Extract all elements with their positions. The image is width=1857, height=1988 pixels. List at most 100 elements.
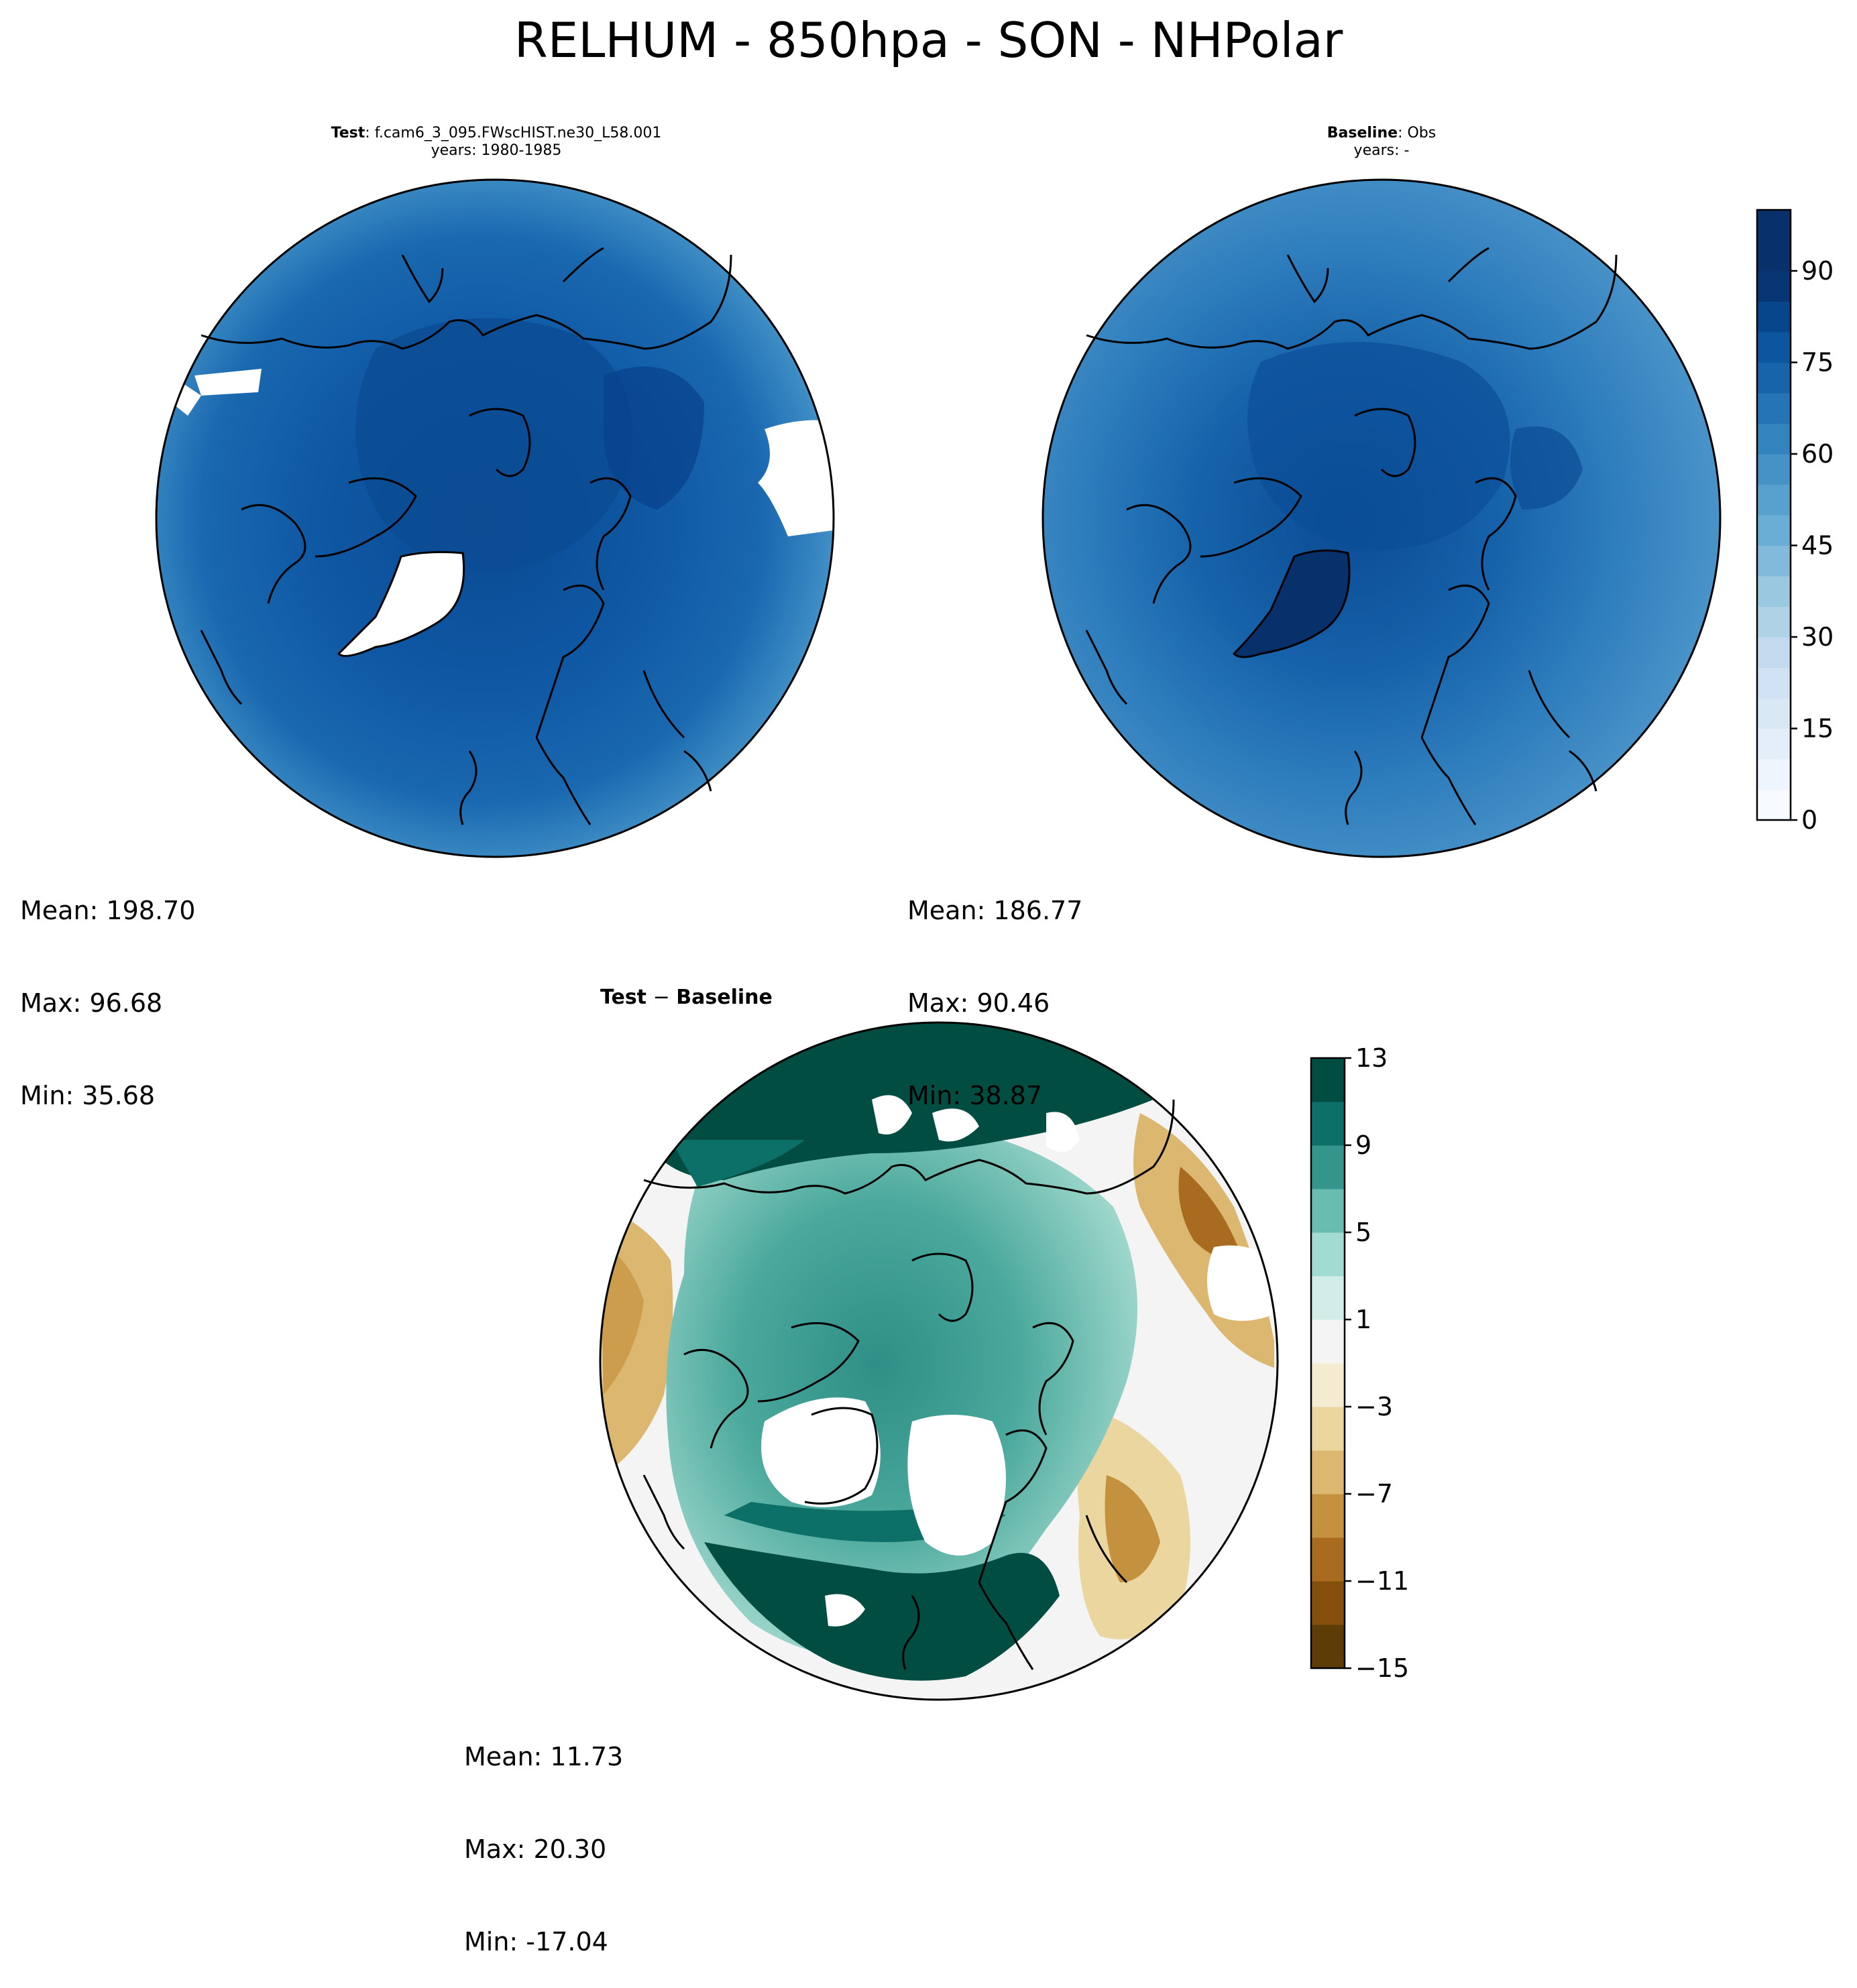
diff-missing-area xyxy=(825,1594,865,1627)
blues-colorbar-segment xyxy=(1757,698,1791,729)
baseline-panel-title: Baseline: Obs years: - xyxy=(1214,125,1549,160)
blues-colorbar-tick-label: 30 xyxy=(1801,622,1834,652)
diff-map-boundary xyxy=(599,1021,1279,1701)
blues-colorbar-segment xyxy=(1757,789,1791,821)
test-contour-blob xyxy=(604,366,704,510)
test-panel-title: Test: f.cam6_3_095.FWscHIST.ne30_L58.001… xyxy=(255,125,738,160)
blues-colorbar-tick-label: 0 xyxy=(1801,805,1817,835)
diff-colorbar-tick-label: −3 xyxy=(1355,1392,1393,1421)
test-map-boundary xyxy=(155,178,835,858)
test-greenland xyxy=(337,550,465,657)
diff-colorbar-segment xyxy=(1311,1537,1345,1582)
diff-colorbar-tick-label: 13 xyxy=(1355,1043,1388,1073)
baseline-max: Max: 90.46 xyxy=(907,988,1050,1018)
blues-colorbar-segment xyxy=(1757,393,1791,424)
baseline-map-boundary xyxy=(1042,178,1722,858)
baseline-case-name: : Obs xyxy=(1398,125,1437,141)
blues-colorbar: 0 15 30 45 60 75 90 xyxy=(1756,209,1834,835)
diff-missing-area xyxy=(1046,1112,1080,1152)
diff-colorbar-segment xyxy=(1311,1320,1345,1364)
test-min: Min: 35.68 xyxy=(20,1081,156,1110)
diff-label-baseline: Baseline xyxy=(676,986,773,1009)
baseline-years: years: - xyxy=(1353,142,1410,159)
blues-colorbar-tick-label: 75 xyxy=(1801,348,1834,377)
diff-missing-area xyxy=(1207,1245,1274,1321)
blues-colorbar-segment xyxy=(1757,576,1791,607)
blues-colorbar-tick-label: 90 xyxy=(1801,256,1834,286)
blues-colorbar-segment xyxy=(1757,332,1791,363)
diff-min: Min: -17.04 xyxy=(464,1927,608,1956)
baseline-contour-blob xyxy=(1247,342,1510,550)
diff-colorbar-segment xyxy=(1311,1232,1345,1277)
blues-colorbar-segment xyxy=(1757,362,1791,394)
baseline-label: Baseline xyxy=(1327,125,1398,141)
baseline-coastlines xyxy=(1085,247,1618,825)
blues-colorbar-segment xyxy=(1757,637,1791,668)
diff-positive-area xyxy=(671,1140,805,1187)
test-mean: Mean: 198.70 xyxy=(20,896,196,925)
blues-colorbar-segment xyxy=(1757,515,1791,546)
diff-label-test: Test xyxy=(600,986,647,1009)
diff-colorbar-tick-label: 5 xyxy=(1355,1218,1371,1247)
diff-missing-area xyxy=(907,1415,1006,1556)
baseline-contour-blob xyxy=(1510,426,1583,510)
diff-map xyxy=(599,1021,1279,1701)
test-case-name: : f.cam6_3_095.FWscHIST.ne30_L58.001 xyxy=(365,125,662,141)
figure-canvas: 0 15 30 45 60 75 90 13 9 5 1 −3 −7 −11 −15 xyxy=(155,178,1834,1701)
test-stats: Mean: 198.70 Max: 96.68 Min: 35.68 xyxy=(20,833,195,1142)
blues-colorbar-frame xyxy=(1756,209,1792,821)
diff-missing-area xyxy=(932,1108,979,1142)
diff-colorbar-segment xyxy=(1311,1494,1345,1538)
diff-missing-area xyxy=(872,1095,912,1134)
blues-colorbar-segment xyxy=(1757,423,1791,455)
diff-colorbar-segment xyxy=(1311,1058,1345,1102)
diff-missing-area xyxy=(761,1397,881,1507)
baseline-greenland xyxy=(1232,549,1351,658)
baseline-map xyxy=(1042,178,1722,858)
diff-stats: Mean: 11.73 Max: 20.30 Min: -17.04 xyxy=(464,1680,623,1988)
baseline-stats: Mean: 186.77 Max: 90.46 Min: 38.87 xyxy=(907,833,1082,1142)
blues-colorbar-segment xyxy=(1757,759,1791,790)
figure-title: RELHUM - 850hpa - SON - NHPolar xyxy=(514,12,1343,68)
test-coastlines xyxy=(200,247,732,825)
baseline-mean: Mean: 186.77 xyxy=(907,896,1083,925)
diff-colorbar-segment xyxy=(1311,1581,1345,1625)
blues-colorbar-tick-label: 15 xyxy=(1801,714,1834,744)
baseline-min: Min: 38.87 xyxy=(907,1081,1043,1110)
diff-colorbar-segment xyxy=(1311,1102,1345,1146)
test-missing-area xyxy=(194,369,262,396)
blues-colorbar-segment xyxy=(1757,240,1791,272)
diff-max: Max: 20.30 xyxy=(464,1834,607,1864)
blues-colorbar-segment xyxy=(1757,301,1791,333)
test-missing-area xyxy=(758,420,834,536)
diff-colorbar-frame xyxy=(1310,1057,1346,1670)
diff-colorbar-tick-label: 1 xyxy=(1355,1305,1371,1334)
test-max: Max: 96.68 xyxy=(20,988,163,1018)
diff-colorbar-tick-label: −15 xyxy=(1355,1653,1409,1683)
blues-colorbar-segment xyxy=(1757,667,1791,699)
diff-negative-area xyxy=(1105,1475,1160,1582)
diff-negative-area xyxy=(1178,1167,1241,1259)
diff-colorbar: 13 9 5 1 −3 −7 −11 −15 xyxy=(1310,1043,1409,1683)
test-map xyxy=(155,178,835,858)
diff-panel-title: Test − Baseline xyxy=(600,986,773,1009)
blues-colorbar-tick-label: 45 xyxy=(1801,531,1834,561)
blues-colorbar-segment xyxy=(1757,545,1791,577)
diff-colorbar-segment xyxy=(1311,1363,1345,1407)
diff-colorbar-segment xyxy=(1311,1450,1345,1495)
diff-colorbar-segment xyxy=(1311,1276,1345,1320)
blues-colorbar-segment xyxy=(1757,210,1791,241)
blues-colorbar-segment xyxy=(1757,728,1791,760)
blues-colorbar-segment xyxy=(1757,606,1791,638)
diff-positive-area xyxy=(704,1542,1060,1681)
diff-coastlines xyxy=(642,1099,1175,1670)
blues-colorbar-segment xyxy=(1757,454,1791,485)
diff-label-sep: − xyxy=(646,986,677,1009)
test-years: years: 1980-1985 xyxy=(431,142,562,159)
diff-colorbar-segment xyxy=(1311,1407,1345,1451)
diff-colorbar-segment xyxy=(1311,1145,1345,1189)
diff-colorbar-segment xyxy=(1311,1189,1345,1233)
test-contour-blob xyxy=(355,318,633,571)
diff-colorbar-tick-label: −11 xyxy=(1355,1566,1409,1596)
diff-colorbar-tick-label: −7 xyxy=(1355,1479,1393,1509)
